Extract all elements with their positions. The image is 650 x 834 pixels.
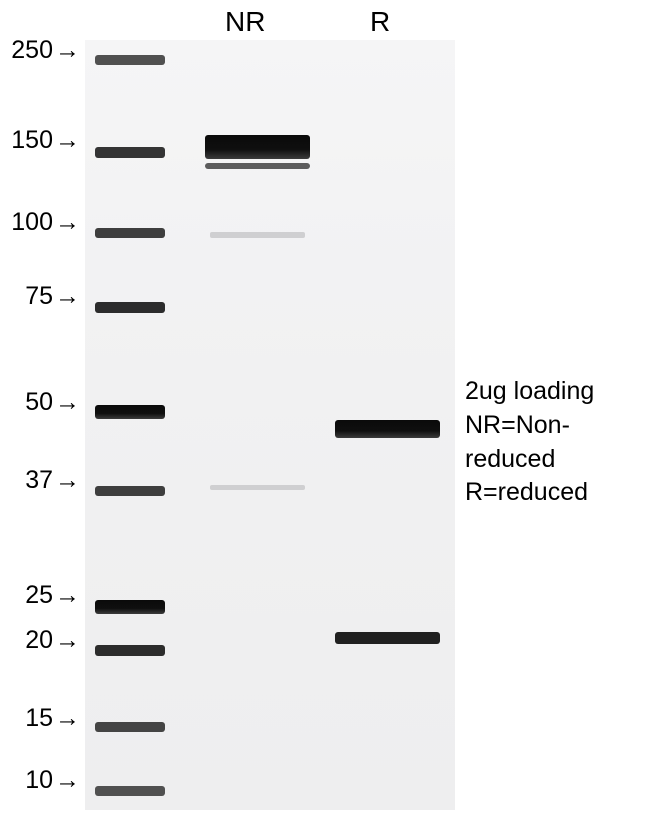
mw-label: 37→ xyxy=(15,466,80,495)
lane-header-nr: NR xyxy=(225,6,265,38)
legend-line: 2ug loading xyxy=(465,375,594,409)
r-band xyxy=(335,632,440,644)
mw-label: 50→ xyxy=(15,388,80,417)
arrow-right-icon: → xyxy=(55,766,80,795)
legend-line: R=reduced xyxy=(465,476,594,510)
gel-figure: 250→ 150→ 100→ 75→ 50→ 37→ 25→ 20→ 15→ 10→ NR R 2… xyxy=(0,0,650,834)
mw-label: 100→ xyxy=(0,208,80,237)
ladder-band xyxy=(95,228,165,238)
arrow-right-icon: → xyxy=(55,704,80,733)
arrow-right-icon: → xyxy=(55,282,80,311)
legend: 2ug loading NR=Non- reduced R=reduced xyxy=(465,375,594,510)
mw-label: 10→ xyxy=(15,766,80,795)
nr-band-faint xyxy=(210,485,305,490)
ladder-band xyxy=(95,55,165,65)
mw-label: 150→ xyxy=(0,126,80,155)
ladder-band xyxy=(95,645,165,656)
nr-band xyxy=(205,135,310,159)
arrow-right-icon: → xyxy=(55,126,80,155)
legend-line: NR=Non- xyxy=(465,409,594,443)
nr-band-faint xyxy=(210,232,305,238)
mw-label: 20→ xyxy=(15,626,80,655)
mw-label: 75→ xyxy=(15,282,80,311)
arrow-right-icon: → xyxy=(55,581,80,610)
mw-label: 15→ xyxy=(15,704,80,733)
ladder-band xyxy=(95,600,165,614)
ladder-band xyxy=(95,786,165,796)
ladder-band xyxy=(95,147,165,158)
arrow-right-icon: → xyxy=(55,388,80,417)
nr-band xyxy=(205,163,310,169)
arrow-right-icon: → xyxy=(55,208,80,237)
arrow-right-icon: → xyxy=(55,626,80,655)
r-band xyxy=(335,420,440,438)
arrow-right-icon: → xyxy=(55,466,80,495)
ladder-band xyxy=(95,722,165,732)
ladder-band xyxy=(95,302,165,313)
ladder-band xyxy=(95,405,165,419)
ladder-band xyxy=(95,486,165,496)
mw-label: 250→ xyxy=(0,36,80,65)
legend-line: reduced xyxy=(465,443,594,477)
lane-header-r: R xyxy=(370,6,390,38)
mw-label: 25→ xyxy=(15,581,80,610)
arrow-right-icon: → xyxy=(55,36,80,65)
